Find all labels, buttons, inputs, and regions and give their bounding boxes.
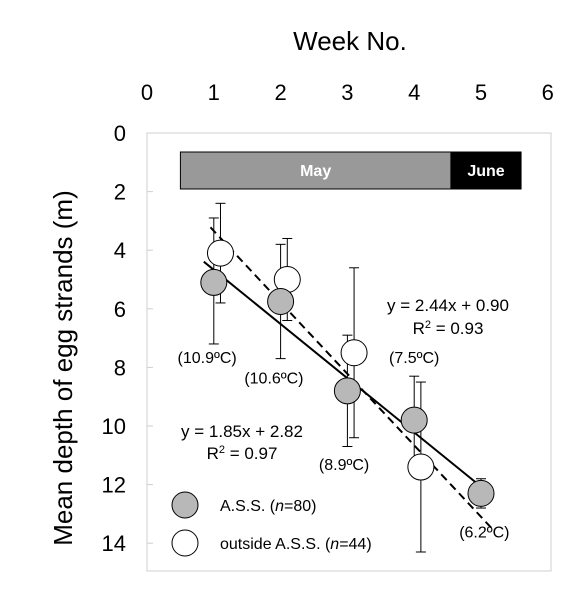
marker-s1-p0 [206, 239, 234, 267]
r2-outside-ass: R2 = 0.93 [413, 319, 484, 338]
r2-ass: R2 = 0.97 [207, 444, 278, 463]
legend-ass-prefix: A.S.S. ( [220, 498, 276, 515]
legend-label-ass: A.S.S. (n=80) [220, 498, 317, 515]
r2-ass-exponent: 2 [219, 444, 225, 456]
marker-s0-p2 [333, 377, 361, 405]
y-tick-labels: 0 2 4 6 8 10 12 14 [102, 121, 153, 556]
y-tick-label-4: 8 [114, 355, 126, 380]
x-tick-labels: 0 1 2 3 4 5 6 [141, 80, 554, 105]
temperature-label-4: (6.2ºC) [459, 524, 509, 541]
y-tick-label-2: 4 [114, 238, 126, 263]
y-tick-label-5: 10 [102, 414, 126, 439]
marker-s0-p4 [467, 479, 495, 507]
marker-s1-p2 [340, 339, 368, 367]
y-tick-label-3: 6 [114, 297, 126, 322]
legend-ass-suffix: =80) [284, 498, 316, 515]
plot-frame [146, 132, 552, 572]
equation-outside-ass: y = 2.44x + 0.90 [387, 296, 509, 315]
data-markers [200, 239, 495, 507]
marker-s0-p3 [400, 406, 428, 434]
temperature-label-2: (8.9ºC) [319, 457, 369, 474]
x-tick-label-5: 5 [475, 80, 487, 105]
x-axis-title: Week No. [293, 26, 407, 56]
x-tick-label-1: 1 [208, 80, 220, 105]
y-tick-label-0: 0 [114, 121, 126, 146]
month-bar-june [450, 151, 522, 190]
r2-outside-ass-letter: R [413, 319, 425, 338]
x-tick-label-0: 0 [141, 80, 153, 105]
legend-outside-prefix: outside A.S.S. ( [220, 536, 331, 553]
x-tick-label-3: 3 [341, 80, 353, 105]
month-label-may: May [300, 163, 331, 180]
legend-marker-ass [171, 491, 199, 519]
temperature-labels: (10.9ºC) (10.6ºC) (8.9ºC) (7.5ºC) (6.2ºC) [178, 350, 510, 541]
month-bar: May June [179, 151, 522, 190]
legend-label-outside-ass: outside A.S.S. (n=44) [220, 536, 372, 553]
x-tick-label-6: 6 [542, 80, 554, 105]
month-label-june: June [467, 163, 504, 180]
legend-ass-n: n [275, 498, 284, 515]
y-tick-label-1: 2 [114, 180, 126, 205]
y-tick-label-7: 14 [102, 531, 126, 556]
temperature-label-1: (10.6ºC) [244, 371, 303, 388]
marker-s1-p3 [407, 453, 435, 481]
legend-outside-n: n [330, 536, 339, 553]
x-tick-label-2: 2 [274, 80, 286, 105]
marker-s0-p1 [267, 287, 295, 315]
r2-ass-value: = 0.97 [225, 444, 277, 463]
r2-outside-ass-exponent: 2 [425, 319, 431, 331]
equation-ass: y = 1.85x + 2.82 [181, 422, 303, 441]
r2-ass-letter: R [207, 444, 219, 463]
legend-marker-outside-ass [171, 529, 199, 557]
temperature-label-3: (7.5ºC) [389, 350, 439, 367]
y-tick-label-6: 12 [102, 473, 126, 498]
legend-outside-suffix: =44) [339, 536, 371, 553]
temperature-label-0: (10.9ºC) [178, 350, 237, 367]
x-tick-label-4: 4 [408, 80, 420, 105]
y-axis-title: Mean depth of egg strands (m) [48, 190, 78, 546]
marker-s0-p0 [200, 268, 228, 296]
month-bar-may [179, 151, 452, 190]
fit-line-1 [209, 226, 492, 529]
legend: A.S.S. (n=80) outside A.S.S. (n=44) [171, 491, 372, 557]
r2-outside-ass-value: = 0.93 [431, 319, 483, 338]
